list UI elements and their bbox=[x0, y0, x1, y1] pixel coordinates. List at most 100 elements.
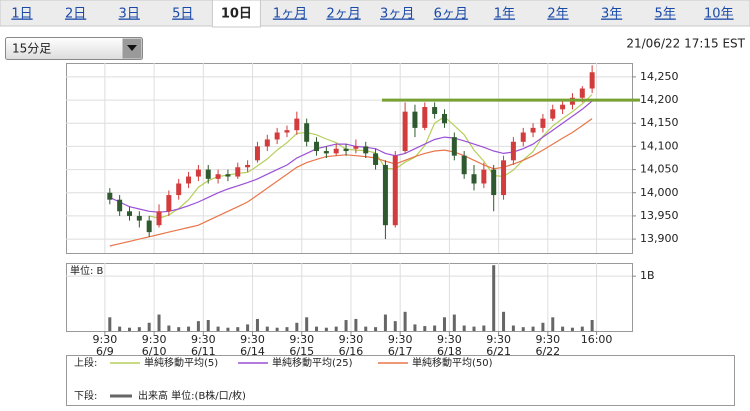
candle-body bbox=[225, 174, 231, 177]
candle-body bbox=[245, 164, 251, 168]
legend-upper-label: 上段: bbox=[74, 356, 97, 369]
candle-body bbox=[481, 169, 487, 184]
candle-body bbox=[146, 220, 152, 233]
candle-body bbox=[363, 146, 369, 154]
x-tick-label: 9:30 6/14 bbox=[240, 333, 265, 358]
volume-bar bbox=[502, 311, 506, 331]
x-tick-label: 9:30 6/9 bbox=[92, 333, 118, 358]
volume-bar bbox=[236, 327, 240, 331]
tab[interactable]: 3日 bbox=[119, 7, 140, 22]
moving-average-line bbox=[149, 94, 593, 219]
tab[interactable]: 3ヶ月 bbox=[380, 7, 414, 22]
legend-label: 単純移動平均(50) bbox=[412, 356, 493, 369]
candle-body bbox=[126, 211, 132, 216]
candle-body bbox=[166, 195, 172, 212]
x-tick-label: 9:30 6/10 bbox=[141, 333, 167, 358]
volume-bar bbox=[561, 326, 565, 331]
volume-bar bbox=[305, 317, 309, 331]
y-tick-label: 13,950 bbox=[640, 209, 679, 222]
x-tick-label: 9:30 6/11 bbox=[190, 333, 216, 358]
candle-body bbox=[136, 215, 142, 221]
y-tick-label: 14,250 bbox=[640, 70, 679, 83]
volume-bar bbox=[295, 322, 299, 331]
y-tick-label: 14,150 bbox=[640, 116, 679, 129]
candle-body bbox=[432, 107, 438, 114]
candle-body bbox=[461, 155, 467, 175]
volume-bar bbox=[285, 327, 289, 331]
tab[interactable]: 6ヶ月 bbox=[434, 7, 468, 22]
y-tick-label: 14,200 bbox=[640, 93, 679, 106]
volume-bar bbox=[492, 265, 496, 331]
x-tick-label: 9:30 6/21 bbox=[486, 333, 511, 358]
volume-bar bbox=[590, 320, 594, 331]
volume-bar bbox=[383, 314, 387, 331]
volume-bar bbox=[255, 318, 259, 331]
moving-average-line bbox=[109, 118, 593, 247]
candle-body bbox=[314, 141, 320, 152]
volume-bar bbox=[374, 327, 378, 331]
volume-bar bbox=[177, 327, 181, 331]
tab[interactable]: 2日 bbox=[65, 7, 86, 22]
tab[interactable]: 1ヶ月 bbox=[273, 7, 307, 22]
volume-bar bbox=[147, 322, 151, 331]
volume-bar bbox=[531, 326, 535, 331]
candle-body bbox=[589, 72, 595, 89]
volume-panel bbox=[66, 263, 633, 332]
candle-body bbox=[235, 167, 241, 177]
volume-bar bbox=[570, 327, 574, 331]
volume-bar bbox=[482, 325, 486, 331]
candle-body bbox=[254, 146, 260, 161]
candle-body bbox=[373, 153, 379, 165]
tab-bar bbox=[0, 0, 750, 27]
candle-body bbox=[382, 164, 388, 226]
volume-bar bbox=[127, 327, 131, 331]
candle-body bbox=[186, 176, 192, 184]
candle-body bbox=[491, 169, 497, 196]
candle-body bbox=[520, 132, 526, 142]
y-tick-label: 1B bbox=[640, 269, 655, 282]
tab[interactable]: 10年 bbox=[704, 7, 734, 22]
timeframe-select[interactable] bbox=[5, 37, 143, 60]
volume-bar bbox=[413, 324, 417, 331]
volume-bar bbox=[452, 314, 456, 331]
timeframe-label[interactable]: 15分足 bbox=[12, 42, 51, 56]
x-tick-label: 9:30 6/17 bbox=[387, 333, 413, 358]
tab[interactable]: 5年 bbox=[655, 7, 676, 22]
candle-body bbox=[422, 107, 428, 128]
candle-body bbox=[264, 139, 270, 147]
volume-bar bbox=[580, 326, 584, 331]
legend-lower-label: 下段: bbox=[74, 389, 97, 402]
candle-body bbox=[176, 183, 182, 196]
candle-body bbox=[117, 199, 123, 212]
tab[interactable]: 5日 bbox=[172, 7, 193, 22]
tab[interactable]: 2ヶ月 bbox=[326, 7, 360, 22]
candle-body bbox=[550, 109, 556, 119]
volume-bar bbox=[324, 327, 328, 331]
candle-body bbox=[156, 211, 162, 226]
tab[interactable]: 1日 bbox=[11, 7, 32, 22]
candle-body bbox=[304, 123, 310, 142]
unit-label: 単位: B bbox=[70, 264, 104, 277]
candle-body bbox=[579, 88, 585, 98]
candle-body bbox=[402, 111, 408, 152]
volume-bar bbox=[472, 326, 476, 331]
candle-body bbox=[294, 118, 300, 131]
volume-bar bbox=[393, 321, 397, 331]
tab[interactable]: 2年 bbox=[547, 7, 568, 22]
candle-body bbox=[195, 169, 201, 177]
legend-label: 出来高 単位:(B株/口/枚) bbox=[138, 389, 246, 402]
tab[interactable]: 3年 bbox=[601, 7, 622, 22]
volume-bar bbox=[226, 327, 230, 331]
tab[interactable]: 10日 bbox=[221, 7, 252, 22]
volume-bar bbox=[137, 327, 141, 331]
tab[interactable]: 1年 bbox=[494, 7, 515, 22]
volume-bar bbox=[433, 325, 437, 331]
x-tick-label: 16:00 bbox=[580, 333, 613, 346]
volume-bar bbox=[354, 318, 358, 331]
volume-bar bbox=[442, 317, 446, 331]
tab-selected-bg bbox=[211, 0, 261, 28]
volume-bar bbox=[216, 326, 220, 331]
select-arrow[interactable] bbox=[127, 45, 137, 51]
